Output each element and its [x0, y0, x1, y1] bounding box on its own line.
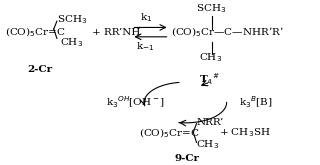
Text: k$_3$$^B$[B]: k$_3$$^B$[B] — [239, 95, 273, 110]
Text: CH$_3$: CH$_3$ — [196, 138, 220, 151]
Text: NRR’: NRR’ — [196, 118, 224, 127]
Text: CH$_3$: CH$_3$ — [60, 37, 83, 50]
Text: + RR’NH: + RR’NH — [92, 28, 140, 37]
Text: (CO)$_5$Cr=C: (CO)$_5$Cr=C — [4, 25, 65, 39]
Text: (CO)$_5$Cr—C—NHR’R’: (CO)$_5$Cr—C—NHR’R’ — [171, 25, 284, 39]
Text: 2-Cr: 2-Cr — [27, 65, 52, 74]
Text: k$_3$$^{OH}$[OH$^-$]: k$_3$$^{OH}$[OH$^-$] — [106, 95, 165, 110]
Text: T$_A$$^\#$: T$_A$$^\#$ — [199, 71, 220, 87]
Text: SCH$_3$: SCH$_3$ — [57, 13, 87, 26]
Text: SCH$_3$: SCH$_3$ — [196, 2, 226, 15]
Text: (CO)$_5$Cr=C: (CO)$_5$Cr=C — [140, 126, 200, 140]
Text: CH$_3$: CH$_3$ — [199, 51, 222, 64]
Text: k$_1$: k$_1$ — [140, 12, 152, 24]
Text: 9-Cr: 9-Cr — [174, 154, 199, 163]
Text: + CH$_3$SH: + CH$_3$SH — [219, 127, 270, 139]
Text: k$_{-1}$: k$_{-1}$ — [137, 40, 155, 53]
